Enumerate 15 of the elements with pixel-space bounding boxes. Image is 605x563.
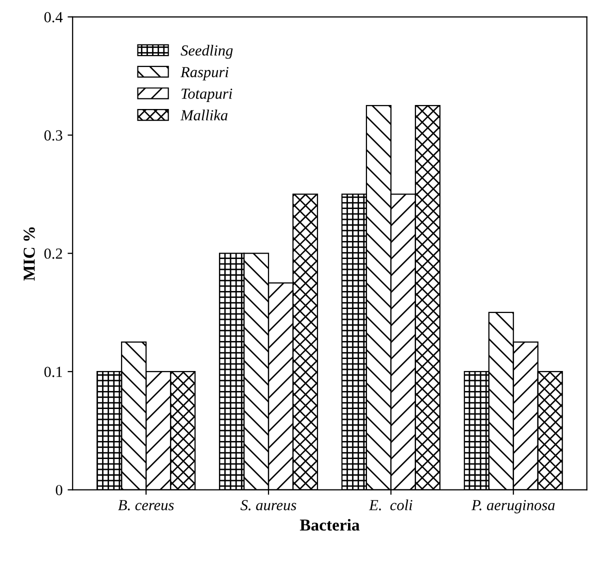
y-tick-label: 0.4: [44, 12, 63, 22]
y-tick-label: 0.2: [44, 248, 62, 259]
x-tick-label: E. coli: [368, 500, 412, 510]
legend-label: Totapuri: [182, 88, 232, 102]
legend-label: Raspuri: [180, 66, 228, 80]
y-tick-label: 0.3: [44, 130, 62, 141]
legend-label: Seedling: [180, 44, 233, 59]
x-tick-label: P. aeruginosa: [471, 500, 555, 514]
y-tick-label: 0.1: [44, 366, 62, 378]
y-axis-title: MIC %: [24, 227, 35, 281]
x-tick-label: B. cereus: [118, 500, 174, 510]
x-axis-title: Bacteria: [300, 518, 360, 531]
legend-label: Mallika: [180, 110, 228, 120]
x-tick-label: S. aureus: [240, 500, 296, 510]
y-tick-label: 0: [56, 484, 62, 496]
